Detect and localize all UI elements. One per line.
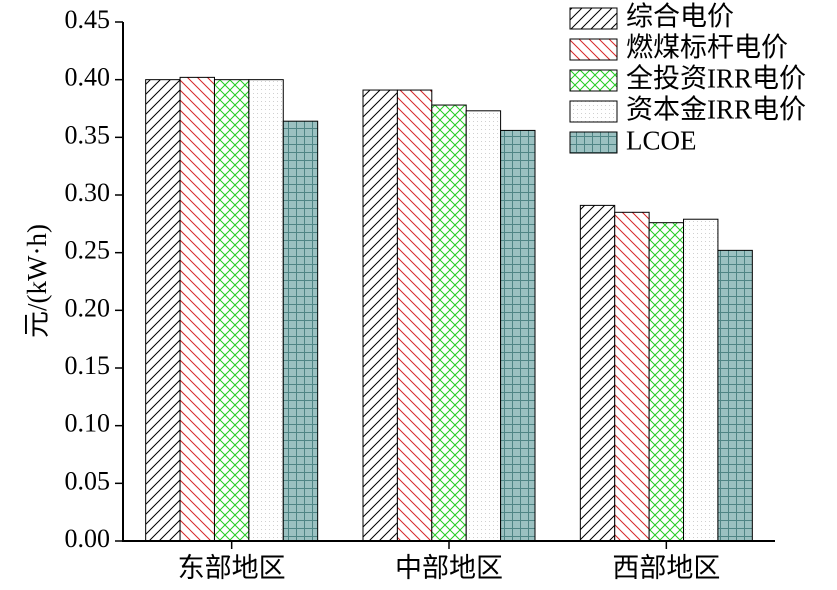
y-tick-label: 0.05 (65, 466, 111, 495)
y-tick-label: 0.20 (65, 293, 111, 322)
bar-3-3 (648, 222, 685, 542)
y-axis-ticks: 0.00 0.05 0.10 0.15 0.20 0.25 0.30 0.35 0.40 0.45 (65, 5, 123, 553)
bar-4-2 (465, 110, 502, 542)
x-tick-label: 西部地区 (612, 553, 720, 583)
y-axis-label: 元/(kW·h) (22, 224, 52, 338)
bar-2-1 (179, 76, 215, 542)
bar-5-3 (717, 249, 753, 542)
y-tick-label: 0.40 (65, 63, 111, 92)
y-tick-label: 0.25 (65, 236, 111, 265)
y-tick-label: 0.35 (65, 120, 111, 149)
bar-3-2 (431, 104, 467, 542)
bar-3-1 (213, 79, 250, 542)
legend-label: 燃煤标杆电价 (626, 33, 788, 63)
legend-label: 综合电价 (626, 2, 734, 32)
bar-1-1 (145, 79, 181, 542)
x-tick-label: 中部地区 (395, 553, 503, 583)
legend-label: 资本金IRR电价 (626, 95, 806, 125)
y-tick-label: 0.10 (65, 409, 111, 438)
bar-5-1 (282, 120, 319, 542)
bar-4-1 (248, 79, 284, 542)
legend-swatch (569, 7, 618, 30)
x-axis-ticks: 东部地区 中部地区 西部地区 (178, 541, 720, 583)
bar-2-2 (396, 89, 433, 542)
legend-label: 全投资IRR电价 (626, 64, 806, 94)
legend-swatch (569, 69, 618, 92)
legend-label: LCOE (626, 126, 697, 156)
bar-2-3 (614, 211, 650, 542)
y-tick-label: 0.00 (65, 524, 111, 553)
y-tick-label: 0.15 (65, 351, 111, 380)
y-tick-label: 0.30 (65, 178, 111, 207)
y-tick-label: 0.45 (65, 5, 111, 34)
bars-group (145, 76, 753, 542)
bar-1-2 (362, 89, 398, 542)
legend-swatch (569, 131, 618, 154)
legend-swatch (569, 38, 618, 61)
bar-1-3 (579, 204, 616, 542)
bar-5-2 (500, 129, 536, 542)
x-tick-label: 东部地区 (178, 553, 286, 583)
bar-4-3 (683, 218, 719, 542)
legend-swatch (569, 100, 618, 123)
